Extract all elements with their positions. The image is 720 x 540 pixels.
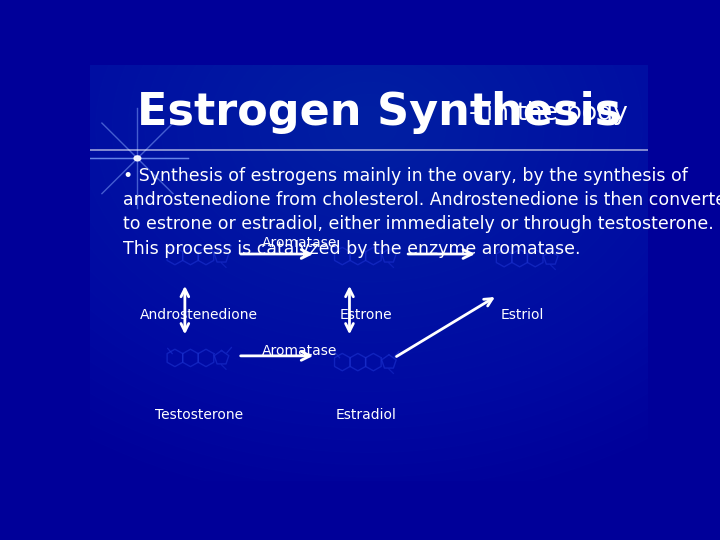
Text: Androstenedione: Androstenedione	[140, 308, 258, 322]
Text: Testosterone: Testosterone	[155, 408, 243, 422]
Text: Estrone: Estrone	[340, 308, 392, 322]
Text: Estradiol: Estradiol	[336, 408, 397, 422]
Circle shape	[134, 156, 141, 161]
Text: - in the body: - in the body	[461, 100, 628, 125]
Text: Estrogen Synthesis: Estrogen Synthesis	[138, 91, 621, 134]
Text: • Synthesis of estrogens mainly in the ovary, by the synthesis of
androstenedion: • Synthesis of estrogens mainly in the o…	[124, 167, 720, 258]
Text: Aromatase: Aromatase	[261, 344, 337, 358]
Text: Estriol: Estriol	[501, 308, 544, 322]
Text: Aromatase: Aromatase	[261, 236, 337, 250]
